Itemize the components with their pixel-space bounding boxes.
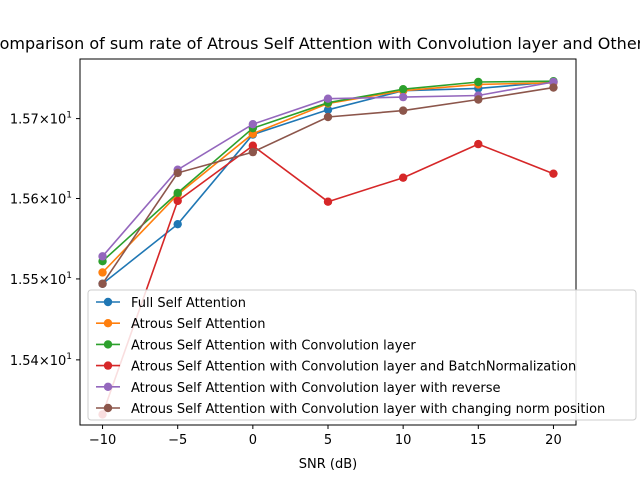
- data-point: [248, 147, 258, 157]
- legend-item: Atrous Self Attention with Convolution l…: [96, 402, 605, 417]
- legend-marker: [103, 382, 113, 391]
- series-layer: [98, 77, 558, 419]
- legend-marker: [103, 297, 113, 307]
- legend-item: Full Self Attention: [96, 296, 246, 311]
- legend-item: Atrous Self Attention with Convolution l…: [96, 338, 416, 353]
- legend-label: Atrous Self Attention with Convolution l…: [131, 402, 605, 417]
- legend-label: Atrous Self Attention with Convolution l…: [131, 338, 416, 353]
- y-tick-label: 1.55×101: [10, 271, 72, 288]
- legend-marker: [103, 340, 113, 349]
- data-point: [323, 197, 333, 206]
- legend-marker: [103, 403, 113, 413]
- legend-label: Atrous Self Attention with Convolution l…: [131, 360, 576, 375]
- data-point: [173, 219, 182, 229]
- data-point: [474, 139, 483, 149]
- legend-label: Full Self Attention: [131, 296, 246, 311]
- data-point: [173, 196, 182, 206]
- data-point: [98, 279, 107, 288]
- x-axis-label: SNR (dB): [299, 457, 357, 472]
- data-point: [474, 77, 483, 87]
- series-6: [98, 83, 558, 288]
- y-tick-label: 1.54×101: [10, 352, 72, 369]
- data-point: [323, 105, 333, 115]
- legend-label: Atrous Self Attention: [131, 317, 266, 332]
- data-point: [398, 84, 408, 94]
- series-4: [98, 139, 558, 419]
- x-tick-label: 0: [249, 433, 257, 448]
- legend-item: Atrous Self Attention with Convolution l…: [96, 360, 576, 375]
- x-tick-label: 10: [395, 433, 412, 448]
- y-tick-label: 1.56×101: [10, 191, 72, 208]
- data-point: [323, 94, 333, 103]
- chart-title: Comparison of sum rate of Atrous Self At…: [0, 34, 640, 53]
- legend-item: Atrous Self Attention: [96, 317, 266, 332]
- ticks-layer: −10 −5 0 5 10 15 20 1.54×101 1.55×101 1.56×101 1.5…: [10, 111, 562, 448]
- y-tick-label: 1.57×101: [10, 111, 72, 128]
- x-tick-label: 20: [545, 433, 562, 448]
- data-point: [173, 188, 182, 198]
- legend-label: Atrous Self Attention with Convolution l…: [131, 381, 500, 396]
- legend: Full Self Attention Atrous Self Attention…: [87, 289, 637, 421]
- x-tick-label: 15: [470, 433, 487, 448]
- x-tick-label: −5: [168, 433, 187, 448]
- data-point: [248, 119, 258, 129]
- data-point: [474, 95, 483, 104]
- legend-marker: [103, 319, 113, 328]
- data-point: [248, 141, 258, 150]
- data-point: [398, 92, 408, 102]
- x-tick-label: 5: [324, 433, 332, 448]
- data-point: [98, 268, 107, 277]
- x-tick-label: −10: [89, 433, 116, 448]
- legend-marker: [103, 361, 113, 370]
- data-point: [173, 168, 182, 178]
- data-point: [323, 112, 333, 122]
- data-point: [398, 173, 408, 182]
- legend-item: Atrous Self Attention with Convolution l…: [96, 381, 500, 396]
- data-point: [549, 83, 558, 92]
- plot-frame: [79, 58, 577, 426]
- legend-box: [87, 289, 637, 421]
- data-point: [98, 252, 107, 261]
- data-point: [398, 106, 408, 115]
- series-3: [98, 77, 558, 266]
- data-point: [549, 169, 558, 178]
